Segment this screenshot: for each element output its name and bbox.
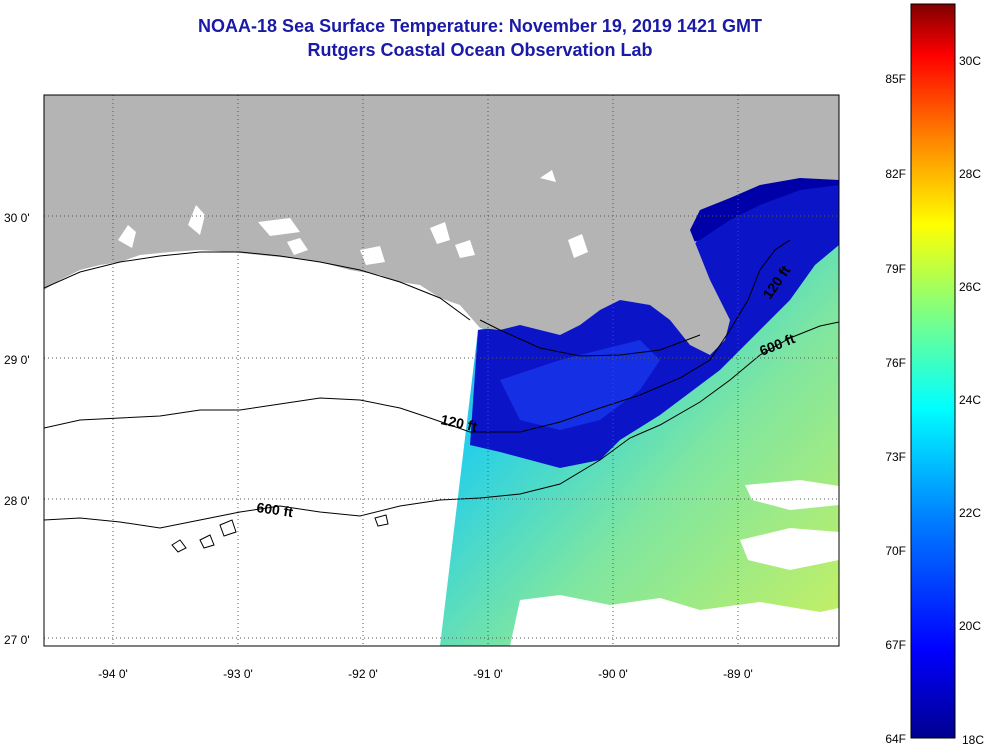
contour-line-120ft (44, 239, 791, 433)
colorbar-label-c: 28C (959, 167, 981, 181)
colorbar-label-c: 30C (959, 54, 981, 68)
cloud-patch (740, 528, 839, 570)
map-frame (43, 94, 840, 647)
lon-label: -92 0' (348, 667, 378, 681)
colorbar-label-f: 82F (885, 167, 906, 181)
colorbar-label-f: 79F (885, 262, 906, 276)
lon-label: -91 0' (473, 667, 503, 681)
lat-label: 29 0' (4, 353, 30, 367)
colorbar-label-f: 64F (885, 732, 906, 746)
map-subtitle: Rutgers Coastal Ocean Observation Lab (307, 40, 653, 60)
cloud-patch (510, 595, 839, 646)
lat-label: 30 0' (4, 211, 30, 225)
map-layers (44, 95, 839, 646)
land (560, 162, 640, 210)
contour-line-600ft (44, 321, 839, 529)
lon-label: -94 0' (98, 667, 128, 681)
cloud-patch (745, 480, 839, 510)
contour-label-120ft: 120 ft (439, 411, 478, 434)
colorbar-label-c: 20C (959, 619, 981, 633)
colorbar-label-c: 26C (959, 280, 981, 294)
lon-label: -89 0' (723, 667, 753, 681)
colorbar-label-f: 76F (885, 356, 906, 370)
lon-label: -90 0' (598, 667, 628, 681)
colorbar-label-f: 85F (885, 72, 906, 86)
colorbar-celsius-labels: 30C 28C 26C 24C 22C 20C 18C (959, 54, 984, 747)
colorbar-label-c: 24C (959, 393, 981, 407)
contour-line (171, 514, 389, 553)
colorbar-label-f: 67F (885, 638, 906, 652)
colorbar-label-c: 22C (959, 506, 981, 520)
colorbar-label-f: 73F (885, 450, 906, 464)
colorbar (910, 3, 956, 739)
lon-label: -93 0' (223, 667, 253, 681)
lat-label: 27 0' (4, 633, 30, 647)
colorbar-label-f: 70F (885, 544, 906, 558)
map-title: NOAA-18 Sea Surface Temperature: Novembe… (198, 16, 762, 36)
colorbar-label-c: 18C (962, 733, 984, 747)
lat-label: 28 0' (4, 494, 30, 508)
cold-coastal-water (500, 340, 660, 430)
graticule (44, 95, 839, 646)
contour-label-600ft: 600 ft (256, 499, 295, 520)
colorbar-fahrenheit-labels: 85F 82F 79F 76F 73F 70F 67F 64F (885, 72, 906, 746)
